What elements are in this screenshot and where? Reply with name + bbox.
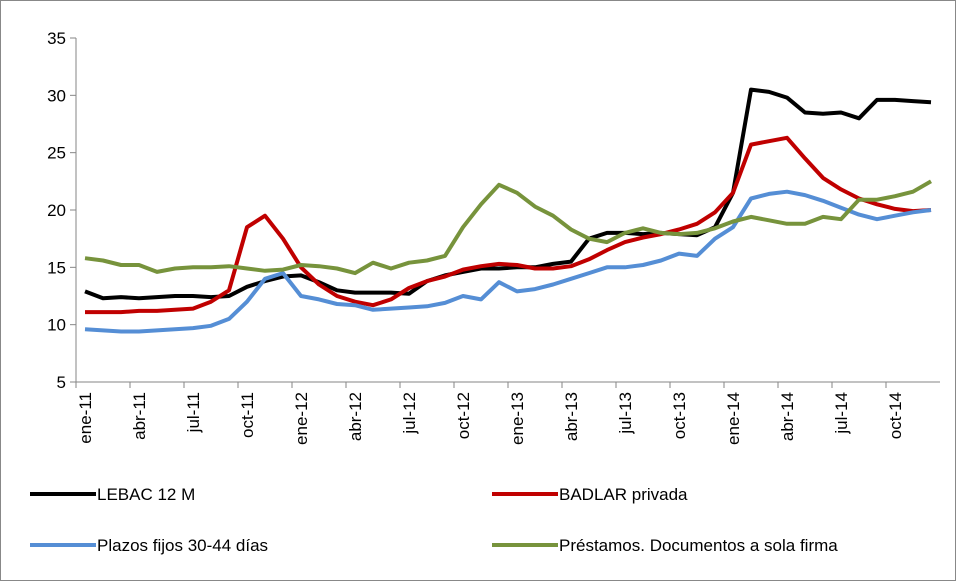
x-tick-label: jul-13 <box>616 392 635 435</box>
x-tick-label: abr-12 <box>346 392 365 441</box>
legend-label: Préstamos. Documentos a sola firma <box>559 536 838 555</box>
y-tick-label: 10 <box>47 316 66 335</box>
x-tick-label: ene-14 <box>724 392 743 445</box>
x-tick-label: jul-12 <box>400 392 419 435</box>
y-tick-label: 25 <box>47 144 66 163</box>
x-tick-label: ene-13 <box>508 392 527 445</box>
legend-label: BADLAR privada <box>559 485 688 504</box>
x-tick-label: abr-11 <box>130 392 149 440</box>
legend-label: LEBAC 12 M <box>97 485 195 504</box>
series-line <box>84 179 933 276</box>
x-tick-label: ene-12 <box>292 392 311 445</box>
y-tick-label: 5 <box>57 373 66 392</box>
y-tick-label: 20 <box>47 201 66 220</box>
x-tick-label: jul-14 <box>832 392 851 435</box>
x-tick-label: oct-13 <box>670 392 689 439</box>
series-line <box>85 135 932 315</box>
x-tick-label: jul-11 <box>184 392 203 433</box>
x-tick-label: ene-11 <box>76 392 95 444</box>
y-tick-label: 15 <box>47 258 66 277</box>
series-line <box>84 189 932 334</box>
y-tick-label: 35 <box>47 29 66 48</box>
series-line <box>84 87 932 301</box>
y-tick-label: 30 <box>47 86 66 105</box>
x-tick-label: abr-14 <box>778 392 797 441</box>
x-tick-label: oct-11 <box>238 392 257 438</box>
legend-label: Plazos fijos 30-44 días <box>97 536 268 555</box>
x-tick-label: abr-13 <box>562 392 581 441</box>
x-tick-label: oct-14 <box>886 392 905 439</box>
x-tick-label: oct-12 <box>454 392 473 439</box>
